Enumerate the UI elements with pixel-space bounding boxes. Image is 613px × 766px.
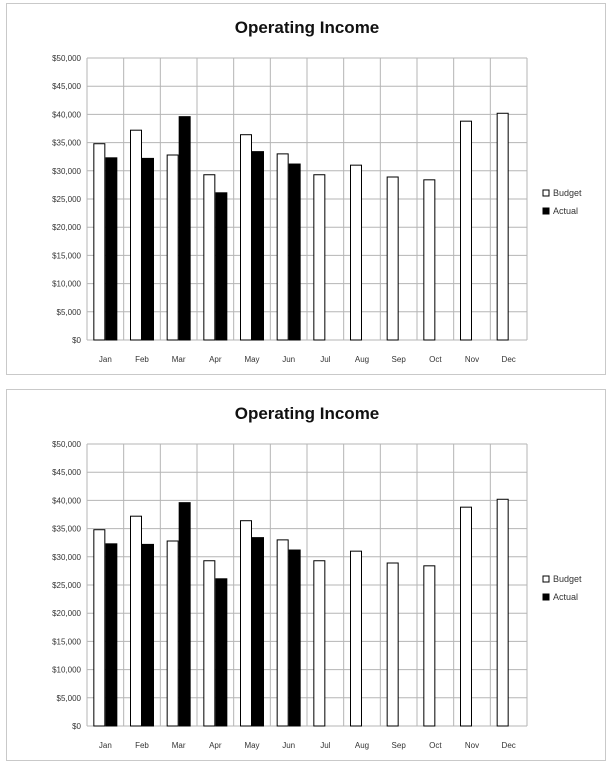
bar-budget — [130, 515, 142, 727]
bar-budget — [350, 164, 362, 341]
bar-budget — [93, 143, 106, 341]
y-tick-label: $25,000 — [52, 195, 81, 204]
x-tick-label: Jan — [99, 355, 112, 364]
x-tick-label: Feb — [135, 355, 149, 364]
bar-budget — [276, 539, 289, 727]
y-tick-label: $25,000 — [52, 581, 81, 590]
x-tick-label: Nov — [465, 355, 479, 364]
bar-actual — [288, 163, 301, 341]
y-tick-label: $0 — [72, 722, 81, 731]
legend-swatch — [542, 207, 550, 215]
legend-swatch — [542, 575, 550, 583]
y-tick-label: $40,000 — [52, 110, 81, 119]
bar-budget — [386, 176, 399, 341]
y-tick-label: $5,000 — [57, 694, 82, 703]
x-tick-label: Jun — [282, 355, 295, 364]
bar-budget — [496, 498, 509, 727]
x-tick-label: Oct — [429, 355, 442, 364]
y-tick-label: $30,000 — [52, 167, 81, 176]
chart-plot: $0 $5,000 $10,000 $15,000 $20,000 $25,000 $30,… — [52, 440, 582, 750]
bar-actual — [252, 151, 264, 341]
bar-budget — [203, 560, 216, 727]
x-tick-label: May — [244, 355, 259, 364]
y-tick-label: $20,000 — [52, 609, 81, 618]
x-tick-label: Feb — [135, 741, 149, 750]
bar-budget — [423, 179, 436, 341]
x-tick-label: Apr — [209, 355, 222, 364]
legend-swatch — [542, 189, 550, 197]
bar-budget — [423, 565, 436, 727]
bar-actual — [178, 116, 191, 341]
bar-budget — [460, 120, 472, 341]
bar-budget — [240, 134, 252, 341]
bar-budget — [93, 529, 106, 727]
y-tick-label: $45,000 — [52, 468, 81, 477]
y-tick-label: $0 — [72, 336, 81, 345]
bar-budget — [350, 550, 362, 727]
bar-actual — [215, 192, 228, 341]
y-tick-label: $10,000 — [52, 280, 81, 289]
bar-budget — [166, 154, 179, 341]
bar-actual — [252, 537, 264, 727]
bar-budget — [386, 562, 399, 727]
y-tick-label: $40,000 — [52, 496, 81, 505]
y-tick-label: $50,000 — [52, 54, 81, 63]
bar-budget — [313, 174, 326, 341]
chart-panel-bottom: Operating Income $0 $5,000 $10,000 $15,000 $… — [6, 389, 606, 761]
y-tick-label: $50,000 — [52, 440, 81, 449]
bar-budget — [276, 153, 289, 341]
y-tick-label: $15,000 — [52, 637, 81, 646]
x-tick-label: Jul — [320, 741, 330, 750]
chart-title: Operating Income — [234, 18, 380, 37]
y-tick-label: $10,000 — [52, 666, 81, 675]
legend-swatch — [542, 593, 550, 601]
x-tick-label: Aug — [355, 741, 369, 750]
y-tick-label: $35,000 — [52, 139, 81, 148]
x-tick-label: Jun — [282, 741, 295, 750]
bar-budget — [313, 560, 326, 727]
x-tick-label: May — [244, 741, 259, 750]
legend-label: Actual — [553, 592, 578, 602]
bar-budget — [166, 540, 179, 727]
legend-label: Actual — [553, 206, 578, 216]
bar-budget — [240, 520, 252, 727]
bar-budget — [203, 174, 216, 341]
x-tick-label: Sep — [392, 741, 407, 750]
chart-panel-top: Operating Income $0 $5,000 $10,000 $15,000 $… — [6, 3, 606, 375]
y-tick-label: $5,000 — [57, 308, 82, 317]
chart-title: Operating Income — [234, 404, 380, 423]
x-tick-label: Mar — [172, 355, 186, 364]
legend-label: Budget — [553, 574, 582, 584]
x-tick-label: Jul — [320, 355, 330, 364]
y-tick-label: $45,000 — [52, 82, 81, 91]
x-tick-label: Dec — [502, 741, 516, 750]
x-tick-label: Sep — [392, 355, 407, 364]
bar-budget — [496, 112, 509, 341]
y-tick-label: $20,000 — [52, 223, 81, 232]
x-tick-label: Aug — [355, 355, 369, 364]
chart-plot: $0 $5,000 $10,000 $15,000 $20,000 $25,000 $30,… — [52, 54, 582, 364]
x-tick-label: Dec — [502, 355, 516, 364]
x-tick-label: Jan — [99, 741, 112, 750]
bar-actual — [288, 549, 301, 727]
y-tick-label: $30,000 — [52, 553, 81, 562]
y-tick-label: $35,000 — [52, 525, 81, 534]
bar-actual — [142, 543, 154, 727]
bar-actual — [105, 543, 118, 727]
bar-actual — [105, 157, 118, 341]
bar-budget — [130, 129, 142, 341]
y-tick-label: $15,000 — [52, 251, 81, 260]
x-tick-label: Nov — [465, 741, 479, 750]
bar-actual — [178, 502, 191, 727]
bar-actual — [142, 157, 154, 341]
legend-label: Budget — [553, 188, 582, 198]
x-tick-label: Apr — [209, 741, 222, 750]
bar-budget — [460, 506, 472, 727]
x-tick-label: Mar — [172, 741, 186, 750]
bar-actual — [215, 578, 228, 727]
x-tick-label: Oct — [429, 741, 442, 750]
